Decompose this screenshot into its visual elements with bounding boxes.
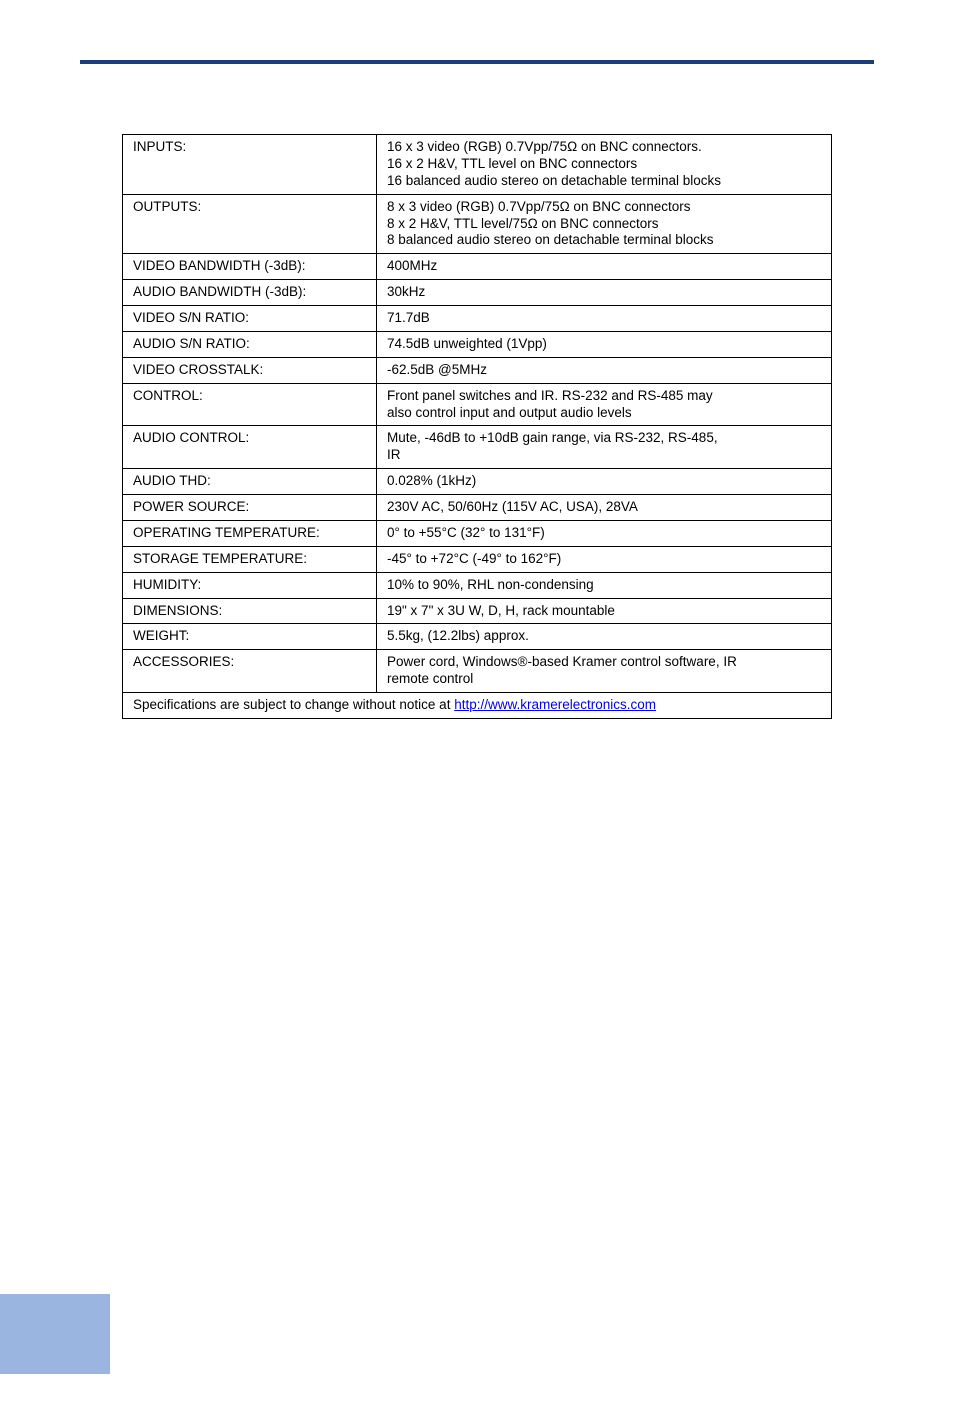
- spec-label: WEIGHT:: [123, 624, 377, 650]
- table-row: VIDEO BANDWIDTH (-3dB): 400MHz: [123, 254, 832, 280]
- table-row: AUDIO S/N RATIO: 74.5dB unweighted (1Vpp…: [123, 331, 832, 357]
- spec-label: HUMIDITY:: [123, 572, 377, 598]
- table-row: AUDIO CONTROL: Mute, -46dB to +10dB gain…: [123, 426, 832, 469]
- value-line: 8 x 3 video (RGB) 0.7Vpp/75Ω on BNC conn…: [387, 199, 691, 214]
- table-row: INPUTS: 16 x 3 video (RGB) 0.7Vpp/75Ω on…: [123, 135, 832, 195]
- spec-label: AUDIO THD:: [123, 469, 377, 495]
- spec-value: 16 x 3 video (RGB) 0.7Vpp/75Ω on BNC con…: [377, 135, 832, 195]
- value-line: remote control: [387, 671, 473, 686]
- table-row: HUMIDITY: 10% to 90%, RHL non-condensing: [123, 572, 832, 598]
- specifications-table: INPUTS: 16 x 3 video (RGB) 0.7Vpp/75Ω on…: [122, 134, 832, 719]
- spec-label: CONTROL:: [123, 383, 377, 426]
- spec-label: AUDIO CONTROL:: [123, 426, 377, 469]
- spec-label: INPUTS:: [123, 135, 377, 195]
- table-row: POWER SOURCE: 230V AC, 50/60Hz (115V AC,…: [123, 495, 832, 521]
- spec-label: POWER SOURCE:: [123, 495, 377, 521]
- footer-link[interactable]: http://www.kramerelectronics.com: [454, 697, 656, 712]
- value-line: also control input and output audio leve…: [387, 405, 632, 420]
- spec-value: 0° to +55°C (32° to 131°F): [377, 520, 832, 546]
- value-line: 8 x 2 H&V, TTL level/75Ω on BNC connecto…: [387, 216, 658, 231]
- table-row: OPERATING TEMPERATURE: 0° to +55°C (32° …: [123, 520, 832, 546]
- table-footer-row: Specifications are subject to change wit…: [123, 693, 832, 719]
- table-row: OUTPUTS: 8 x 3 video (RGB) 0.7Vpp/75Ω on…: [123, 194, 832, 254]
- spec-value: 71.7dB: [377, 306, 832, 332]
- spec-label: DIMENSIONS:: [123, 598, 377, 624]
- value-line: 8 balanced audio stereo on detachable te…: [387, 232, 713, 247]
- document-page: INPUTS: 16 x 3 video (RGB) 0.7Vpp/75Ω on…: [0, 60, 954, 1414]
- spec-label: OUTPUTS:: [123, 194, 377, 254]
- spec-value: 5.5kg, (12.2lbs) approx.: [377, 624, 832, 650]
- spec-label: AUDIO S/N RATIO:: [123, 331, 377, 357]
- value-line: IR: [387, 447, 401, 462]
- spec-label: VIDEO S/N RATIO:: [123, 306, 377, 332]
- value-line: 16 balanced audio stereo on detachable t…: [387, 173, 721, 188]
- spec-label: OPERATING TEMPERATURE:: [123, 520, 377, 546]
- value-line: Power cord, Windows®-based Kramer contro…: [387, 654, 737, 669]
- table-row: DIMENSIONS: 19" x 7" x 3U W, D, H, rack …: [123, 598, 832, 624]
- value-line: 16 x 2 H&V, TTL level on BNC connectors: [387, 156, 637, 171]
- spec-label: VIDEO BANDWIDTH (-3dB):: [123, 254, 377, 280]
- spec-value: 230V AC, 50/60Hz (115V AC, USA), 28VA: [377, 495, 832, 521]
- top-horizontal-rule: [80, 60, 874, 64]
- table-row: STORAGE TEMPERATURE: -45° to +72°C (-49°…: [123, 546, 832, 572]
- spec-value: Front panel switches and IR. RS-232 and …: [377, 383, 832, 426]
- spec-value: 8 x 3 video (RGB) 0.7Vpp/75Ω on BNC conn…: [377, 194, 832, 254]
- value-line: Front panel switches and IR. RS-232 and …: [387, 388, 713, 403]
- table-row: WEIGHT: 5.5kg, (12.2lbs) approx.: [123, 624, 832, 650]
- value-line: Mute, -46dB to +10dB gain range, via RS-…: [387, 430, 718, 445]
- spec-label: ACCESSORIES:: [123, 650, 377, 693]
- spec-value: 30kHz: [377, 280, 832, 306]
- spec-label: STORAGE TEMPERATURE:: [123, 546, 377, 572]
- table-row: VIDEO CROSSTALK: -62.5dB @5MHz: [123, 357, 832, 383]
- spec-label: VIDEO CROSSTALK:: [123, 357, 377, 383]
- spec-value: 10% to 90%, RHL non-condensing: [377, 572, 832, 598]
- footer-text: Specifications are subject to change wit…: [133, 697, 454, 712]
- spec-value: 74.5dB unweighted (1Vpp): [377, 331, 832, 357]
- page-tab-decoration: [0, 1294, 110, 1374]
- table-row: CONTROL: Front panel switches and IR. RS…: [123, 383, 832, 426]
- footer-cell: Specifications are subject to change wit…: [123, 693, 832, 719]
- table-row: ACCESSORIES: Power cord, Windows®-based …: [123, 650, 832, 693]
- spec-value: 19" x 7" x 3U W, D, H, rack mountable: [377, 598, 832, 624]
- table-row: VIDEO S/N RATIO: 71.7dB: [123, 306, 832, 332]
- spec-value: -45° to +72°C (-49° to 162°F): [377, 546, 832, 572]
- table-row: AUDIO BANDWIDTH (-3dB): 30kHz: [123, 280, 832, 306]
- spec-label: AUDIO BANDWIDTH (-3dB):: [123, 280, 377, 306]
- spec-value: -62.5dB @5MHz: [377, 357, 832, 383]
- spec-value: Mute, -46dB to +10dB gain range, via RS-…: [377, 426, 832, 469]
- spec-value: 0.028% (1kHz): [377, 469, 832, 495]
- value-line: 16 x 3 video (RGB) 0.7Vpp/75Ω on BNC con…: [387, 139, 702, 154]
- spec-table-body: INPUTS: 16 x 3 video (RGB) 0.7Vpp/75Ω on…: [123, 135, 832, 719]
- spec-value: Power cord, Windows®-based Kramer contro…: [377, 650, 832, 693]
- spec-value: 400MHz: [377, 254, 832, 280]
- table-row: AUDIO THD: 0.028% (1kHz): [123, 469, 832, 495]
